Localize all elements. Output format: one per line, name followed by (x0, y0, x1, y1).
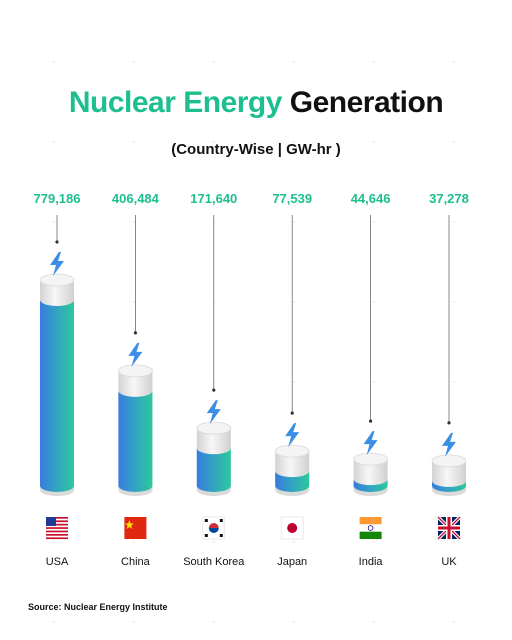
cylinder-cap (117, 364, 153, 378)
bar-usa: 779,186 USA (34, 191, 81, 568)
bar-fill (432, 480, 466, 492)
cylinder-cap (196, 421, 232, 435)
chart-title-accent: Nuclear Energy (68, 86, 283, 119)
bar-fill (353, 479, 388, 492)
bar-fill (40, 300, 74, 492)
us-flag (46, 517, 68, 540)
category-label: China (121, 556, 151, 568)
bar-fill (118, 390, 153, 492)
chart-title: Nuclear Energy Generation (0, 86, 512, 120)
category-label: India (359, 556, 384, 568)
category-label: South Korea (183, 556, 245, 568)
data-label: 44,646 (351, 191, 391, 206)
cylinder-base (432, 486, 466, 496)
bar-india: 44,646 India (351, 191, 391, 568)
bar-china: 406,484 China (112, 191, 160, 568)
leader-dot (369, 419, 373, 423)
chart-title-rest: Generation (289, 86, 444, 119)
data-label: 779,186 (34, 191, 81, 206)
category-label: UK (441, 556, 457, 568)
cylinder-cap (274, 444, 310, 458)
data-label: 406,484 (112, 191, 160, 206)
data-label: 37,278 (429, 191, 469, 206)
leader-dot (133, 331, 137, 335)
bar-uk: 37,278 UK (429, 191, 469, 568)
lightning-bolt-icon (442, 432, 456, 457)
lightning-bolt-icon (128, 342, 143, 367)
cylinder-cap (353, 452, 389, 466)
chart-subtitle: (Country-Wise | GW-hr ) (171, 141, 341, 158)
cylinder-base (275, 486, 310, 497)
leader-dot (290, 411, 294, 415)
source-note: Source: Nuclear Energy Institute (28, 602, 168, 612)
leader-dot (55, 240, 59, 244)
south-korea-flag (202, 516, 226, 540)
bar-south-korea: 171,640 South Korea (183, 191, 245, 568)
cylinder-base (118, 486, 153, 496)
lightning-bolt-icon (50, 252, 64, 276)
india-flag (359, 517, 382, 539)
uk-flag (436, 515, 462, 541)
lightning-bolt-icon (285, 423, 300, 448)
data-label: 171,640 (190, 191, 237, 206)
lightning-bolt-icon (206, 400, 221, 425)
bar-fill (275, 471, 310, 492)
cylinder-cap (39, 273, 75, 287)
cylinder-base (196, 486, 231, 497)
cylinder-base (353, 486, 388, 497)
category-label: USA (46, 556, 69, 568)
category-label: Japan (277, 556, 307, 568)
cylinder-cap (431, 454, 467, 468)
bar-japan: 77,539 Japan (272, 191, 312, 568)
japan-flag (280, 516, 304, 540)
bar-fill (196, 448, 231, 492)
data-label: 77,539 (272, 191, 312, 206)
lightning-bolt-icon (363, 431, 378, 456)
cylinder-base (40, 486, 74, 496)
leader-dot (212, 388, 216, 392)
leader-dot (447, 421, 451, 425)
china-flag (124, 517, 147, 539)
